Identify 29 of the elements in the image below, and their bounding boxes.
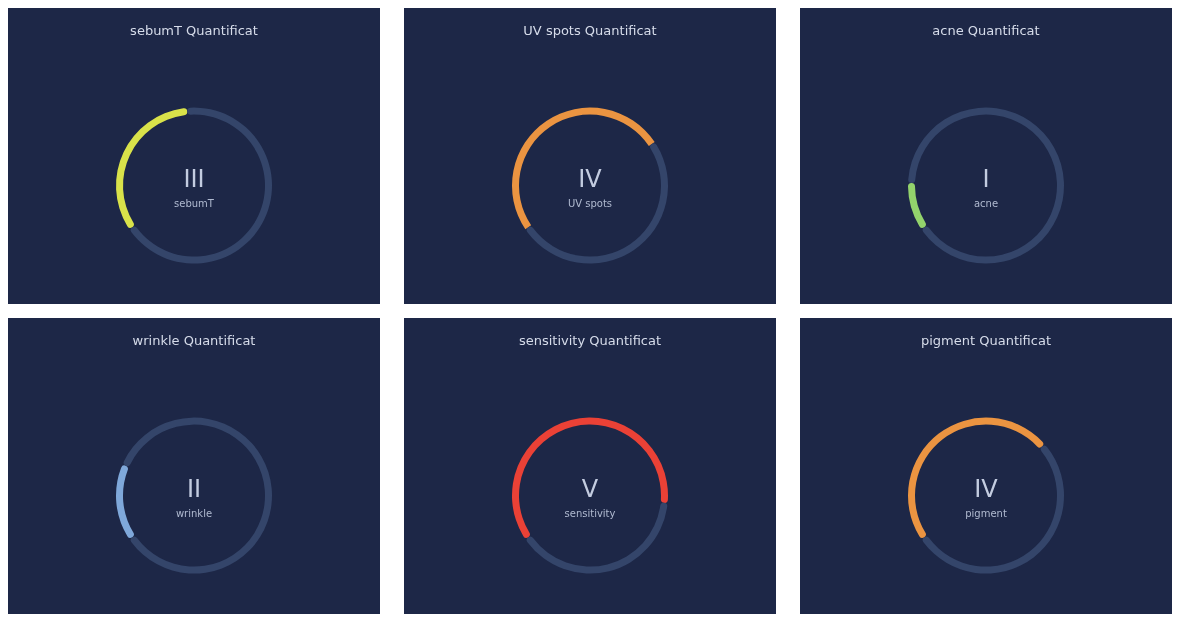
- text: acne: [973, 197, 999, 209]
- text: pigment: [965, 507, 1007, 519]
- chart-title: acne Quantificat: [932, 23, 1040, 38]
- donut-slice: [908, 417, 1044, 538]
- chart-title: UV spots Quantificat: [523, 23, 657, 38]
- donut-slice: [116, 465, 134, 538]
- text: sensitivity: [564, 507, 616, 519]
- text: I: [982, 164, 990, 193]
- text: wrinkle: [175, 507, 213, 519]
- donut-slice: [123, 417, 272, 574]
- text: II: [186, 474, 202, 503]
- donut-slice: [526, 502, 668, 574]
- text: IV: [974, 474, 999, 503]
- chart-title: pigment Quantificat: [920, 333, 1052, 348]
- chart-title: sensitivity Quantificat: [518, 333, 662, 348]
- donut-slice: [908, 183, 926, 228]
- donut-slice: [908, 107, 1064, 264]
- text: UV spots: [567, 197, 613, 209]
- text: V: [581, 474, 599, 503]
- text: III: [183, 164, 205, 193]
- chart-title: sebumT Quantificat: [130, 23, 258, 38]
- donut-slice: [512, 417, 668, 538]
- donut-slice: [526, 143, 668, 264]
- text: sebumT: [174, 197, 215, 209]
- chart-title: wrinkle Quantificat: [132, 333, 256, 348]
- donut-slice: [512, 107, 655, 230]
- text: IV: [578, 164, 603, 193]
- donut-slice: [922, 445, 1064, 574]
- donut-slice: [130, 107, 272, 264]
